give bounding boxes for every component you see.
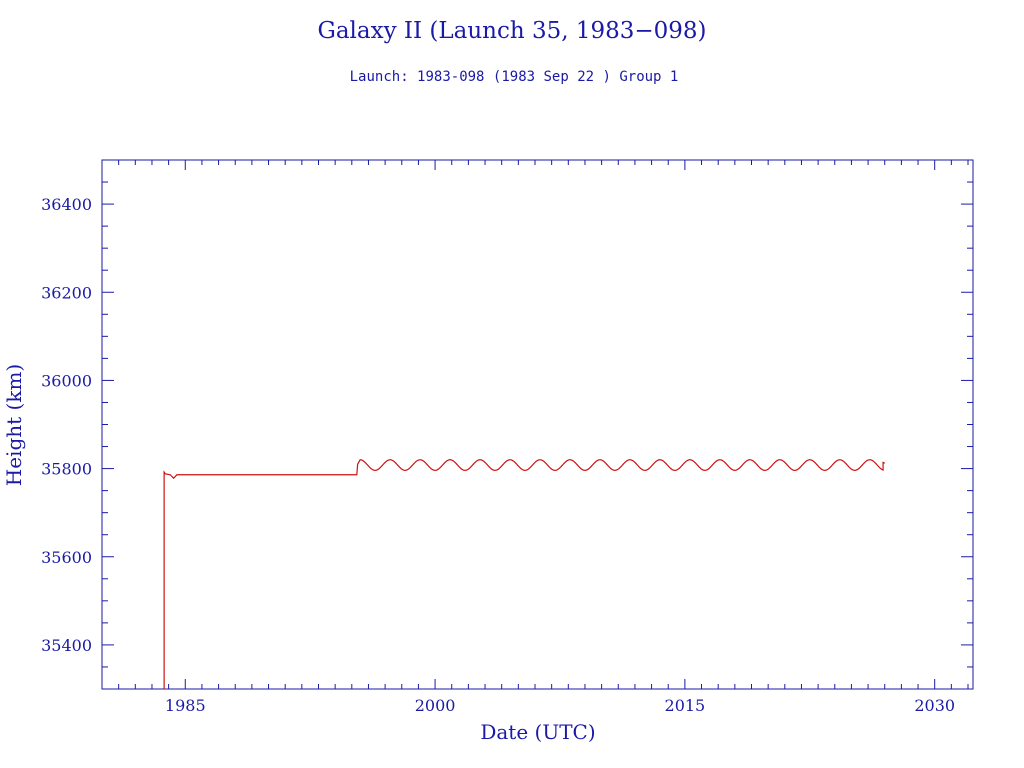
y-tick-label: 35600 [41,548,92,567]
x-axis-ticks [101,160,969,689]
x-tick-label: 1985 [165,696,206,715]
series-line-height [163,459,886,689]
y-tick-label: 36400 [41,195,92,214]
chart-subtitle: Launch: 1983-098 (1983 Sep 22 ) Group 1 [350,69,679,85]
y-axis-label: Height (km) [2,364,26,486]
plot-frame [101,159,974,690]
x-tick-label: 2000 [415,696,456,715]
y-tick-label: 36000 [41,371,92,390]
chart-title: Galaxy II (Launch 35, 1983−098) [317,18,706,44]
x-tick-label: 2015 [665,696,706,715]
y-tick-label: 35400 [41,636,92,655]
y-axis-tick-labels: 35400 35600 35800 36000 36200 36400 [41,195,92,655]
x-tick-label: 2030 [914,696,955,715]
x-axis-label: Date (UTC) [480,720,595,744]
x-axis-tick-labels: 1985 2000 2015 2030 [165,696,955,715]
y-tick-label: 35800 [41,460,92,479]
y-axis-ticks [102,159,973,690]
y-tick-label: 36200 [41,283,92,302]
